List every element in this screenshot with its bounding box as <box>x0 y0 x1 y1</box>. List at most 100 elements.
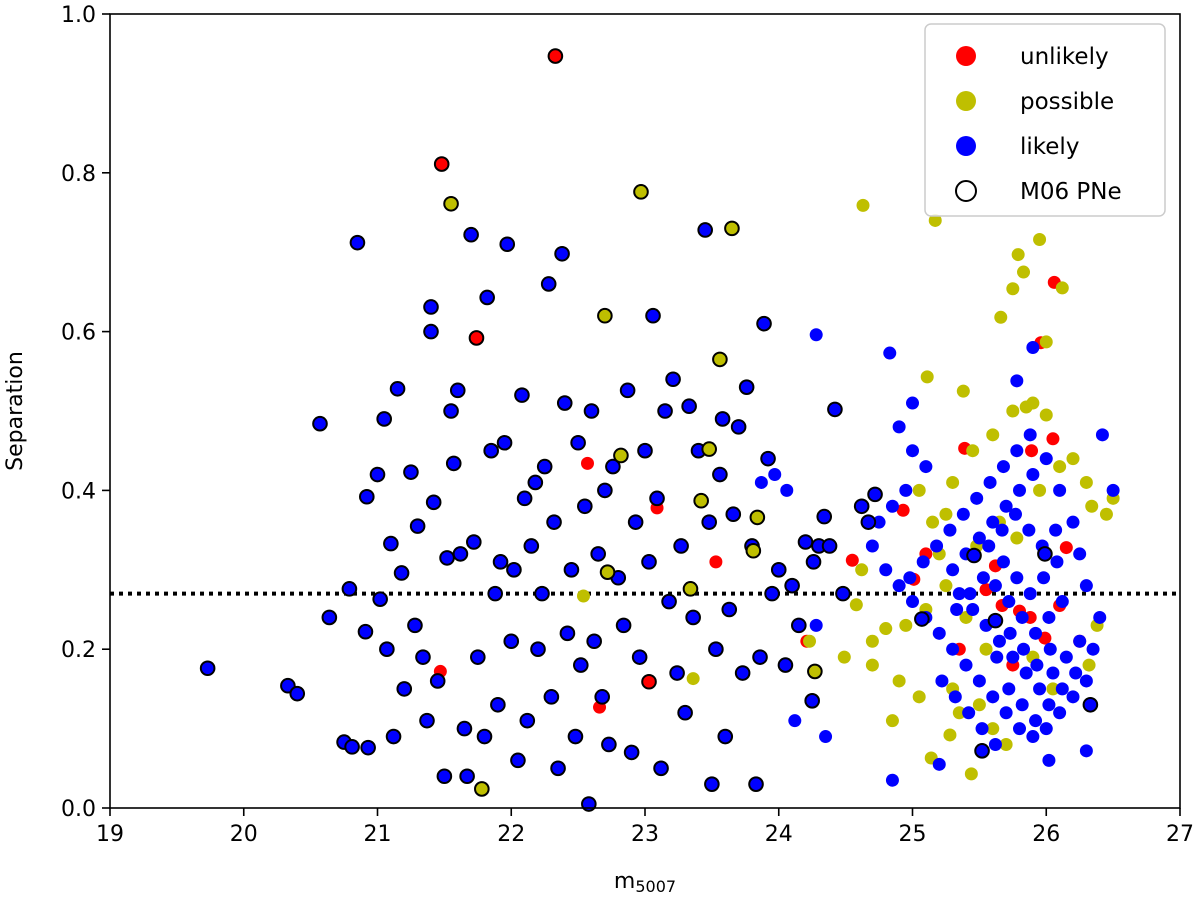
point-m06-pne <box>516 490 533 507</box>
y-tick-label: 0.8 <box>61 162 96 187</box>
point-possible <box>1053 460 1067 474</box>
point-m06-pne <box>764 585 780 602</box>
point-m06-pne <box>777 657 794 673</box>
legend-label: M06 PNe <box>1020 179 1122 205</box>
point-possible <box>892 674 906 688</box>
point-possible <box>999 737 1013 751</box>
point-m06-pne <box>349 234 366 251</box>
point-m06-pne <box>657 403 673 419</box>
point-m06-pne <box>403 464 419 480</box>
point-m06-pne <box>527 474 544 491</box>
y-tick-label: 0.4 <box>61 479 96 504</box>
legend-marker-possible <box>956 91 976 111</box>
x-tick-label: 21 <box>364 822 392 847</box>
point-m06-pne <box>570 434 586 451</box>
point-likely <box>819 730 833 744</box>
point-likely <box>1029 626 1043 640</box>
point-unlikely <box>896 503 910 517</box>
point-m06-pne <box>661 593 677 610</box>
point-m06-pne <box>459 768 475 785</box>
point-m06-pne <box>199 660 216 677</box>
point-likely <box>963 587 977 601</box>
point-m06-pne <box>344 739 360 755</box>
point-likely <box>1050 555 1064 569</box>
point-likely <box>1093 610 1107 624</box>
point-likely <box>919 460 933 474</box>
point-m06-pne <box>867 486 883 503</box>
point-m06-pne-colored <box>433 156 450 172</box>
y-tick-label: 0.6 <box>61 321 96 346</box>
point-possible <box>1085 499 1099 513</box>
point-possible <box>837 650 851 664</box>
point-likely <box>1033 682 1047 696</box>
point-likely <box>1073 634 1087 648</box>
point-likely <box>1022 523 1036 537</box>
point-possible <box>1017 265 1031 279</box>
point-likely <box>809 328 823 342</box>
point-likely <box>1059 650 1073 664</box>
point-m06-pne <box>586 633 602 650</box>
point-m06-pne <box>423 323 439 340</box>
point-m06-pne <box>567 728 584 745</box>
x-axis-label: m5007 <box>614 869 676 896</box>
point-likely <box>883 346 897 360</box>
point-m06-pne <box>559 625 576 642</box>
point-m06-pne <box>738 379 755 395</box>
point-likely <box>946 642 960 656</box>
point-m06-pne <box>419 712 435 729</box>
point-possible <box>1082 658 1096 672</box>
point-m06-pne <box>860 514 877 530</box>
point-m06-pne <box>543 689 560 705</box>
point-likely <box>988 579 1002 593</box>
point-possible <box>1026 396 1040 410</box>
point-possible <box>972 698 986 712</box>
point-m06-pne-colored <box>724 220 740 237</box>
point-possible <box>1006 282 1020 296</box>
point-likely <box>1039 722 1053 736</box>
point-possible <box>1010 531 1024 545</box>
point-likely <box>903 571 917 585</box>
point-likely <box>962 706 976 720</box>
point-possible <box>1006 404 1020 418</box>
point-m06-pne <box>519 712 536 729</box>
point-m06-pne <box>554 245 570 262</box>
point-m06-pne <box>536 458 553 475</box>
x-tick-label: 24 <box>765 822 793 847</box>
point-likely <box>932 626 946 640</box>
point-m06-pne <box>821 538 838 554</box>
point-m06-pne <box>730 419 747 435</box>
point-m06-pne <box>760 450 776 467</box>
point-possible <box>966 444 980 458</box>
point-likely <box>879 563 893 577</box>
point-likely <box>906 595 919 609</box>
point-m06-pne-colored <box>613 447 629 464</box>
point-m06-pne <box>681 398 697 415</box>
point-likely <box>972 674 986 688</box>
point-possible <box>855 563 869 577</box>
point-m06-pne-colored <box>682 581 699 597</box>
point-m06-pne <box>385 728 402 745</box>
point-likely <box>935 674 949 688</box>
point-m06-pne-colored <box>474 781 490 797</box>
point-likely <box>1013 483 1026 497</box>
point-m06-pne <box>383 535 399 552</box>
point-possible <box>939 507 953 521</box>
point-likely <box>975 722 989 736</box>
point-possible <box>1099 507 1113 521</box>
point-m06-pne <box>312 415 328 432</box>
point-m06-pne <box>376 411 392 427</box>
point-possible <box>879 622 893 636</box>
point-possible <box>1066 452 1080 466</box>
point-m06-pne-colored <box>749 509 766 526</box>
point-possible <box>1033 232 1047 246</box>
point-m06-pne <box>359 488 375 505</box>
point-m06-pne <box>503 633 520 650</box>
point-likely <box>932 757 946 771</box>
point-likely <box>1046 666 1060 680</box>
point-likely <box>972 531 986 545</box>
point-m06-pne <box>987 612 1004 629</box>
point-possible <box>899 618 913 632</box>
point-m06-pne <box>734 665 751 681</box>
point-m06-pne <box>748 776 764 792</box>
point-m06-pne <box>449 382 466 399</box>
